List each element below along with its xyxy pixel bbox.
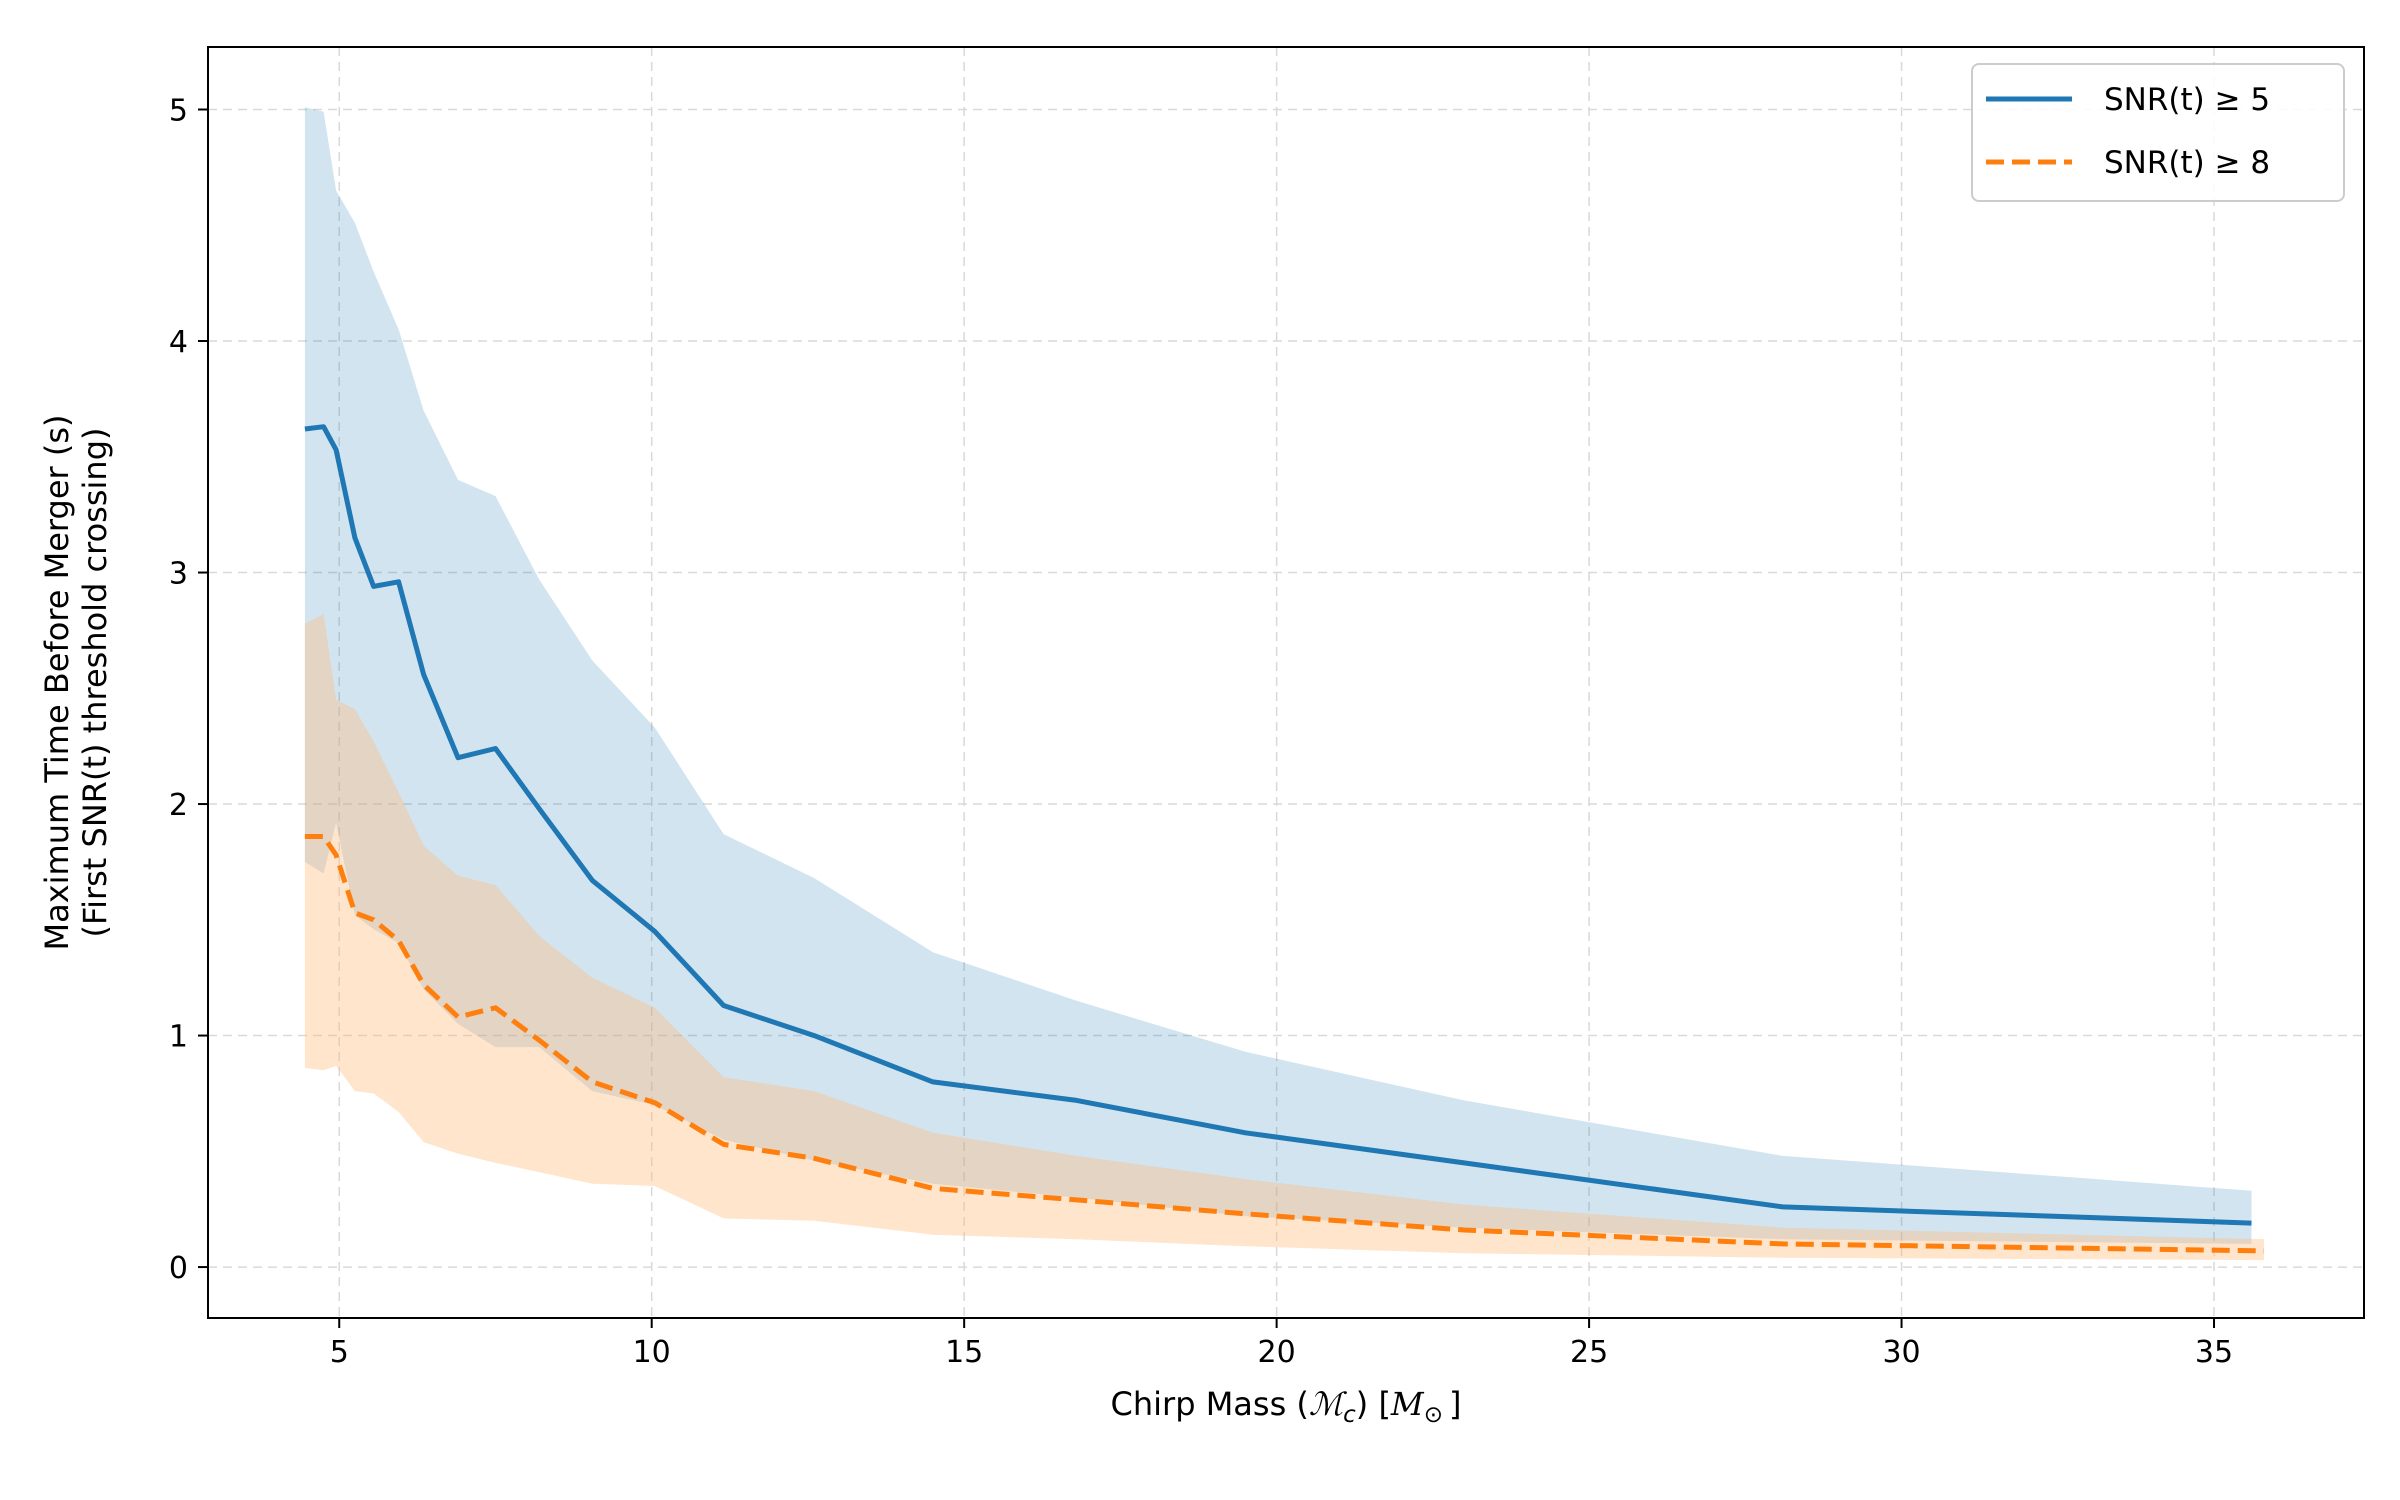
x-tick-label: 25	[1570, 1335, 1608, 1370]
y-tick-label: 1	[169, 1020, 188, 1055]
x-axis-label-unit: M	[1390, 1385, 1425, 1423]
x-axis-label-prefix: Chirp Mass (	[1111, 1385, 1309, 1423]
x-axis-label-symbol: ℳ	[1309, 1385, 1348, 1423]
y-axis-label: Maximum Time Before Merger (s) (First SN…	[38, 415, 114, 951]
x-tick-label: 30	[1882, 1335, 1920, 1370]
legend-label-snr5: SNR(t) ≥ 5	[2104, 82, 2270, 118]
x-tick-label: 35	[2195, 1335, 2233, 1370]
y-tick-label: 4	[169, 325, 188, 360]
y-tick-label: 2	[169, 788, 188, 823]
x-axis-label-symbol-sub: c	[1343, 1402, 1356, 1428]
band-series-1	[304, 614, 2264, 1261]
x-axis-label-unit-sub: ⊙	[1424, 1402, 1443, 1428]
x-axis-label-suffix: ]	[1449, 1385, 1461, 1423]
band-series-0	[304, 107, 2252, 1244]
grid	[208, 47, 2364, 1318]
axes-frame	[207, 46, 2365, 1319]
x-tick-label: 20	[1258, 1335, 1296, 1370]
line-series-1	[304, 834, 2265, 1254]
x-axis-label-mid: ) [	[1356, 1385, 1391, 1423]
series-lines	[304, 424, 2265, 1254]
y-axis-label-line-1: Maximum Time Before Merger (s)	[38, 415, 76, 951]
x-tick-label: 5	[330, 1335, 349, 1370]
y-axis-label-line-2: (First SNR(t) threshold crossing)	[76, 428, 114, 938]
y-tick-label: 3	[169, 557, 188, 592]
axis-ticks: 5 10 15 20 25 30 35 0 1 2 3 4 5	[169, 94, 2233, 1370]
y-tick-label: 0	[169, 1251, 188, 1286]
x-tick-label: 15	[945, 1335, 983, 1370]
legend: SNR(t) ≥ 5 SNR(t) ≥ 8	[1971, 63, 2345, 202]
confidence-bands	[304, 107, 2264, 1261]
x-tick-label: 10	[633, 1335, 671, 1370]
x-axis-label: Chirp Mass (ℳc) [M⊙]	[1111, 1385, 1462, 1428]
line-series-0	[304, 424, 2252, 1226]
legend-label-snr8: SNR(t) ≥ 8	[2104, 145, 2270, 181]
y-tick-label: 5	[169, 94, 188, 129]
